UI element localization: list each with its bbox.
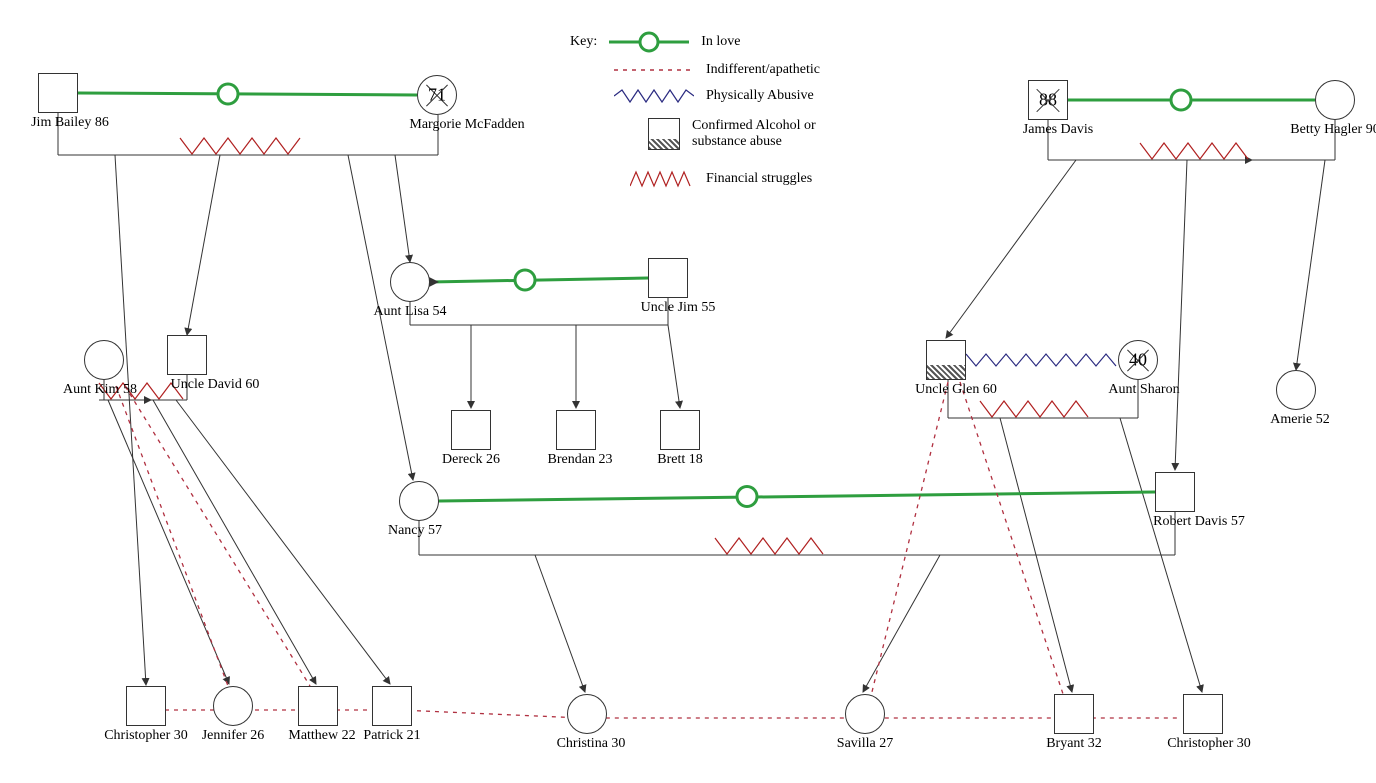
node-betty: [1315, 80, 1355, 120]
node-label-brendan: Brendan 23: [548, 452, 613, 468]
legend-financial-row: Financial struggles: [630, 170, 812, 188]
node-label-brett: Brett 18: [657, 452, 703, 468]
node-label-bryant: Bryant 32: [1046, 736, 1102, 752]
node-label-robert: Robert Davis 57: [1153, 514, 1245, 530]
node-christina: [567, 694, 607, 734]
node-label-uncle_david: Uncle David 60: [171, 377, 260, 393]
node-jennifer: [213, 686, 253, 726]
legend-abusive-label: Physically Abusive: [706, 88, 814, 104]
node-label-uncle_jim: Uncle Jim 55: [641, 300, 716, 316]
node-label-nancy: Nancy 57: [388, 523, 442, 539]
node-label-patrick: Patrick 21: [363, 728, 420, 744]
node-label-christopher_l: Christopher 30: [104, 728, 188, 744]
legend-financial-label: Financial struggles: [706, 171, 812, 187]
legend-substance-icon: [648, 118, 680, 150]
node-aunt_lisa: [390, 262, 430, 302]
node-age: 40: [1129, 350, 1147, 371]
node-christopher_l: [126, 686, 166, 726]
genogram-stage: Key: In love Indifferent/apathetic Physi…: [0, 0, 1376, 783]
node-savilla: [845, 694, 885, 734]
node-uncle_jim: [648, 258, 688, 298]
node-label-betty: Betty Hagler 90: [1290, 122, 1376, 138]
legend-title-row: Key: In love: [570, 30, 740, 54]
legend-substance-label: Confirmed Alcohol or substance abuse: [692, 118, 872, 150]
legend-substance-row: Confirmed Alcohol or substance abuse: [648, 118, 872, 150]
node-aunt_sharon: 40: [1118, 340, 1158, 380]
node-label-aunt_kim: Aunt Kim 58: [63, 382, 137, 398]
node-margorie: 71: [417, 75, 457, 115]
node-christopher_r: [1183, 694, 1223, 734]
node-label-james_d: James Davis: [1023, 122, 1093, 138]
legend-abusive-icon: [614, 88, 694, 104]
node-label-aunt_sharon: Aunt Sharon: [1108, 382, 1179, 398]
node-label-savilla: Savilla 27: [837, 736, 893, 752]
node-james_d: 88: [1028, 80, 1068, 120]
node-nancy: [399, 481, 439, 521]
node-label-uncle_glen: Uncle Glen 60: [915, 382, 997, 398]
node-bryant: [1054, 694, 1094, 734]
legend-love-label: In love: [701, 34, 740, 50]
node-label-margorie: Margorie McFadden: [409, 117, 524, 133]
legend-apathetic-label: Indifferent/apathetic: [706, 62, 820, 78]
node-robert: [1155, 472, 1195, 512]
legend-apathetic-row: Indifferent/apathetic: [614, 62, 820, 78]
node-label-jim_b: Jim Bailey 86: [31, 115, 109, 131]
node-dereck: [451, 410, 491, 450]
legend-love-icon: [609, 30, 689, 54]
node-aunt_kim: [84, 340, 124, 380]
node-uncle_glen: [926, 340, 966, 380]
node-brett: [660, 410, 700, 450]
node-label-christina: Christina 30: [557, 736, 626, 752]
node-amerie: [1276, 370, 1316, 410]
node-patrick: [372, 686, 412, 726]
node-label-matthew: Matthew 22: [288, 728, 355, 744]
legend-apathetic-icon: [614, 64, 694, 76]
node-label-christopher_r: Christopher 30: [1167, 736, 1251, 752]
node-uncle_david: [167, 335, 207, 375]
node-label-amerie: Amerie 52: [1270, 412, 1329, 428]
legend-abusive-row: Physically Abusive: [614, 88, 814, 104]
legend-financial-icon: [630, 170, 694, 188]
node-jim_b: [38, 73, 78, 113]
node-age: 88: [1039, 90, 1057, 111]
node-age: 71: [428, 85, 446, 106]
node-matthew: [298, 686, 338, 726]
node-label-aunt_lisa: Aunt Lisa 54: [373, 304, 446, 320]
node-brendan: [556, 410, 596, 450]
legend-title: Key:: [570, 34, 597, 50]
node-label-jennifer: Jennifer 26: [202, 728, 265, 744]
node-label-dereck: Dereck 26: [442, 452, 500, 468]
